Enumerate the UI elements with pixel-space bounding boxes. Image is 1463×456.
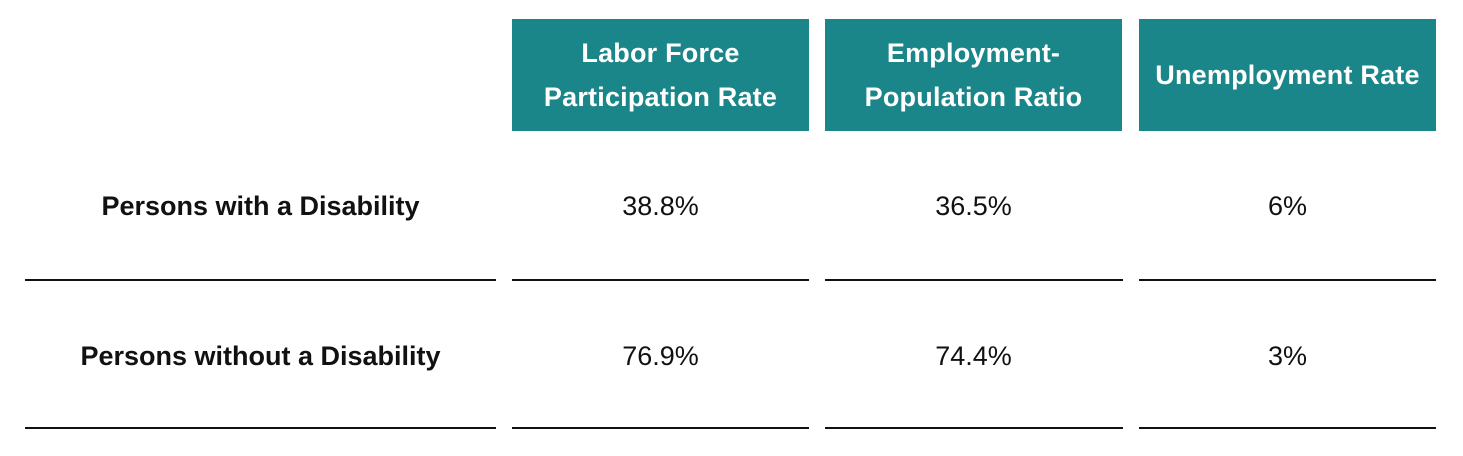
row-divider — [25, 427, 496, 429]
row-divider — [1139, 279, 1436, 281]
row-divider — [512, 427, 809, 429]
cell-with-disability-epr: 36.5% — [935, 191, 1012, 221]
row-divider — [825, 427, 1123, 429]
row-divider — [825, 279, 1123, 281]
cell-with-disability-unemployment: 6% — [1267, 191, 1308, 221]
header-labor-force-participation-rate: Labor Force Participation Rate — [512, 19, 809, 131]
row-divider — [1139, 427, 1436, 429]
header-employment-population-ratio: Employment- Population Ratio — [825, 19, 1122, 131]
row-divider — [25, 279, 496, 281]
row-divider — [512, 279, 809, 281]
header-unemployment-rate: Unemployment Rate — [1139, 19, 1436, 131]
row-label-with-disability: Persons with a Disability — [101, 191, 420, 221]
cell-without-disability-unemployment: 3% — [1267, 341, 1308, 371]
cell-with-disability-lfpr: 38.8% — [622, 191, 699, 221]
row-label-without-disability: Persons without a Disability — [80, 341, 441, 371]
cell-without-disability-lfpr: 76.9% — [622, 341, 699, 371]
cell-without-disability-epr: 74.4% — [935, 341, 1012, 371]
